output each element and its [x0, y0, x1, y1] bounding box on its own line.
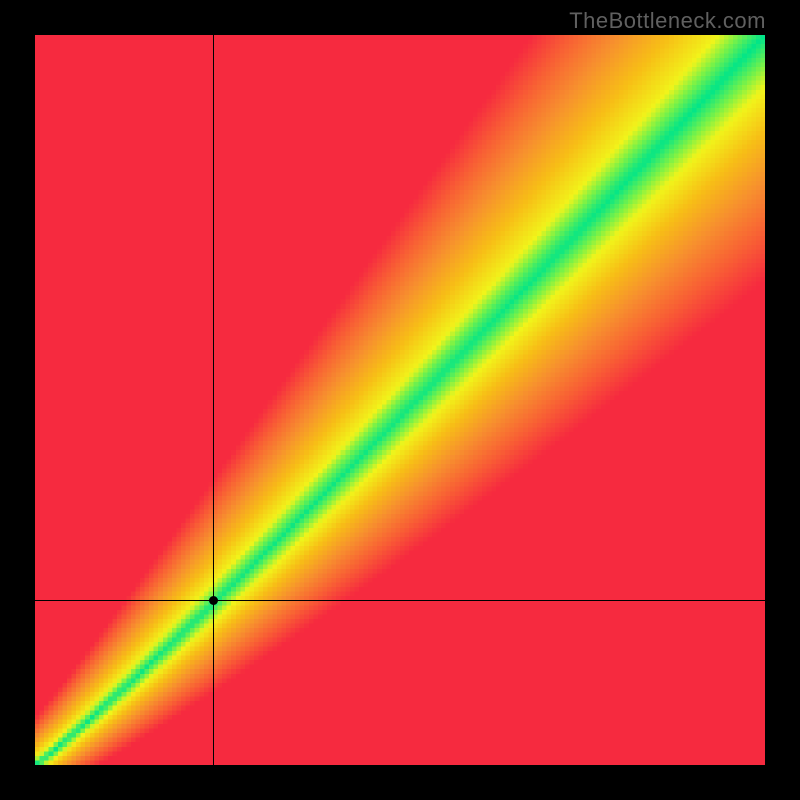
crosshair-vertical	[213, 35, 214, 765]
crosshair-horizontal	[35, 600, 765, 601]
watermark-text: TheBottleneck.com	[569, 8, 766, 34]
chart-container: TheBottleneck.com	[0, 0, 800, 800]
bottleneck-heatmap	[35, 35, 765, 765]
